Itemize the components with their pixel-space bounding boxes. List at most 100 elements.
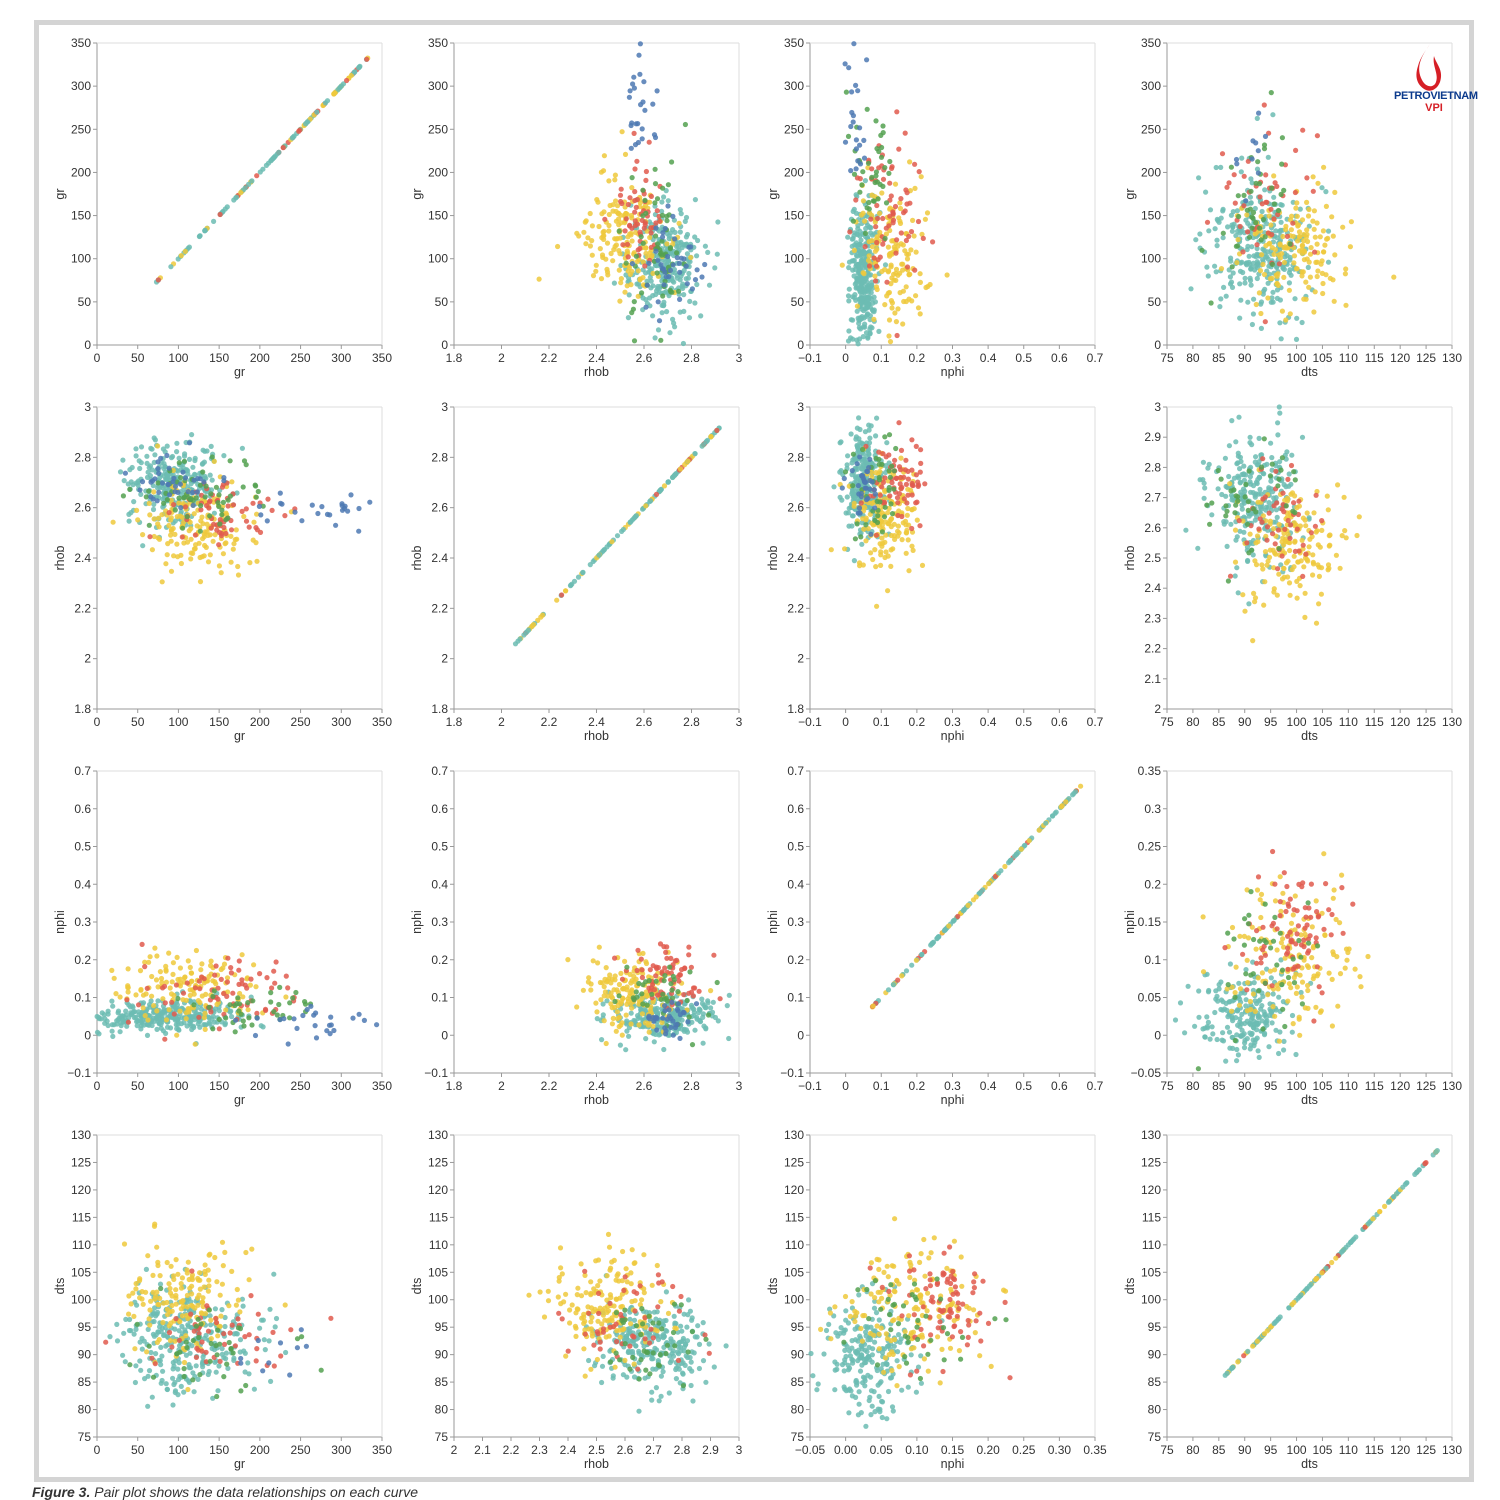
data-point bbox=[877, 229, 883, 235]
data-point bbox=[1257, 225, 1263, 231]
data-point bbox=[850, 451, 857, 457]
y-axis-title: nphi bbox=[410, 910, 424, 934]
data-point bbox=[648, 225, 654, 231]
data-point bbox=[1310, 188, 1316, 194]
data-point bbox=[667, 330, 673, 336]
data-point bbox=[617, 298, 623, 304]
data-point bbox=[168, 264, 174, 270]
data-point bbox=[914, 517, 920, 523]
data-point bbox=[125, 1019, 131, 1025]
data-point bbox=[197, 986, 203, 992]
data-point bbox=[864, 205, 870, 211]
data-point bbox=[225, 503, 231, 509]
data-point bbox=[655, 285, 661, 291]
data-point bbox=[206, 499, 212, 505]
data-point bbox=[1218, 266, 1225, 272]
data-point bbox=[200, 469, 206, 475]
data-point bbox=[850, 258, 856, 264]
data-point bbox=[1241, 471, 1247, 477]
data-point bbox=[653, 291, 659, 298]
data-point bbox=[652, 200, 658, 206]
data-point bbox=[1262, 234, 1268, 240]
data-point bbox=[886, 317, 893, 323]
panel-rhob-vs-dts: 75 80 85 90 95 100 105 110 115 120 125 13022.12.22.… bbox=[1123, 400, 1462, 743]
data-point bbox=[628, 122, 634, 129]
data-point bbox=[1259, 464, 1265, 470]
y-tick-label: 200 bbox=[784, 165, 804, 179]
data-point bbox=[897, 200, 903, 206]
x-tick-label: 120 bbox=[1390, 351, 1410, 365]
data-point bbox=[217, 211, 223, 218]
data-point bbox=[628, 1010, 634, 1016]
data-point bbox=[221, 478, 227, 484]
data-point bbox=[653, 248, 659, 254]
data-point bbox=[631, 338, 638, 344]
data-point bbox=[705, 1000, 711, 1006]
y-tick-label: 3 bbox=[84, 400, 91, 414]
data-point bbox=[1318, 591, 1324, 597]
data-point bbox=[1206, 228, 1212, 234]
data-point bbox=[618, 186, 624, 192]
data-point bbox=[180, 990, 187, 996]
data-point bbox=[253, 483, 259, 489]
data-point bbox=[689, 286, 696, 292]
data-point bbox=[613, 208, 619, 215]
panel-rhob-vs-gr: 0 50 100 150 200 250 300 3501.822.22.42.62.83gr… bbox=[53, 400, 392, 743]
data-point bbox=[856, 415, 862, 421]
data-point bbox=[1275, 483, 1281, 489]
y-tick-label: 2.4 bbox=[1144, 581, 1161, 595]
data-point bbox=[670, 213, 676, 219]
data-point bbox=[643, 1036, 649, 1042]
data-point bbox=[887, 180, 893, 186]
data-point bbox=[600, 1012, 606, 1018]
data-point bbox=[1193, 237, 1199, 243]
data-point bbox=[239, 952, 245, 958]
x-axis-title: gr bbox=[234, 1093, 245, 1107]
data-point bbox=[287, 1015, 293, 1021]
data-point bbox=[594, 1009, 600, 1015]
x-tick-label: 0.4 bbox=[980, 351, 997, 365]
y-tick-label: 2 bbox=[441, 652, 448, 666]
data-point bbox=[207, 513, 213, 519]
data-point bbox=[598, 276, 605, 282]
x-tick-label: 2 bbox=[498, 715, 505, 729]
y-tick-label: 0.5 bbox=[74, 840, 91, 854]
data-point bbox=[853, 252, 860, 258]
data-point bbox=[870, 300, 876, 306]
data-point bbox=[218, 966, 224, 973]
x-tick-label: 100 bbox=[168, 1079, 188, 1093]
data-point bbox=[617, 1042, 624, 1048]
data-point bbox=[692, 277, 699, 283]
data-point bbox=[1229, 284, 1236, 290]
data-point bbox=[191, 1002, 197, 1008]
data-point bbox=[164, 552, 170, 558]
data-point bbox=[1219, 491, 1225, 498]
data-point bbox=[874, 239, 880, 246]
data-point bbox=[889, 480, 895, 486]
data-point bbox=[885, 588, 891, 594]
data-point bbox=[1315, 268, 1321, 274]
data-point bbox=[856, 505, 863, 511]
data-point bbox=[873, 118, 879, 124]
y-tick-label: 100 bbox=[784, 252, 804, 266]
data-point bbox=[609, 539, 615, 545]
data-point bbox=[692, 300, 698, 306]
data-point bbox=[860, 473, 866, 479]
data-point bbox=[852, 536, 859, 542]
data-point bbox=[1314, 273, 1320, 280]
data-point bbox=[274, 1012, 280, 1018]
data-point bbox=[879, 268, 885, 275]
data-point bbox=[1214, 237, 1220, 243]
data-point bbox=[168, 515, 174, 521]
data-point bbox=[300, 1012, 306, 1019]
data-point bbox=[680, 340, 687, 347]
data-point bbox=[855, 158, 861, 164]
x-tick-label: 200 bbox=[250, 715, 270, 729]
data-point bbox=[700, 1014, 706, 1021]
data-point bbox=[1271, 216, 1277, 222]
data-point bbox=[171, 502, 177, 508]
data-point bbox=[253, 540, 259, 546]
data-point bbox=[904, 190, 910, 196]
data-point bbox=[676, 260, 682, 266]
data-point bbox=[229, 1014, 235, 1020]
